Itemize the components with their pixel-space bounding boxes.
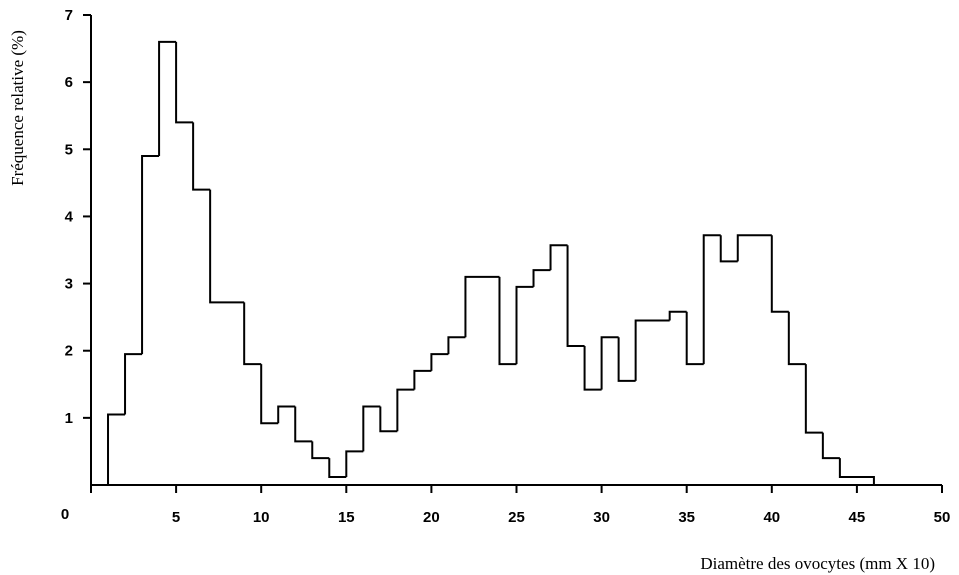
histogram-bar [583, 346, 602, 391]
histogram-bar [804, 364, 823, 434]
histogram-bar [362, 405, 381, 452]
histogram-bar [328, 458, 347, 478]
histogram-bar [736, 234, 772, 262]
histogram-bar [175, 41, 194, 124]
x-tick-label: 30 [593, 509, 610, 526]
x-axis-title: Diamètre des ovocytes (mm X 10) [700, 554, 935, 573]
histogram-bar [192, 122, 211, 191]
y-tick-label: 6 [65, 74, 73, 91]
y-axis-title: Fréquence relative (%) [8, 30, 27, 186]
histogram-bar [787, 311, 806, 366]
histogram-bar [838, 458, 875, 485]
histogram-bar [532, 269, 551, 287]
histogram-bar [498, 276, 517, 366]
histogram-bar [294, 406, 313, 443]
y-tick-label: 4 [65, 208, 74, 225]
histogram-bar [549, 244, 568, 271]
x-tick-label: 15 [338, 509, 355, 526]
histogram-bars [107, 40, 875, 485]
histogram-bar [158, 40, 177, 156]
histogram-bar [413, 369, 432, 390]
y-tick-label: 2 [65, 343, 73, 360]
x-tick-label: 35 [678, 509, 695, 526]
histogram-bar [821, 432, 840, 460]
histogram-bar [515, 285, 534, 365]
histogram-bar [243, 302, 262, 366]
histogram-bar [668, 310, 687, 321]
y-tick-label: 3 [65, 276, 73, 293]
histogram-bar [124, 353, 143, 415]
histogram-bar [770, 235, 789, 313]
x-tick-label: 50 [934, 509, 951, 526]
x-tick-label: 20 [423, 509, 440, 526]
histogram-bar [719, 235, 738, 263]
histogram-bar [209, 189, 245, 304]
y-tick-label: 7 [65, 7, 73, 24]
x-tick-label: 25 [508, 509, 525, 526]
histogram-bar [141, 155, 160, 355]
histogram-bar [345, 450, 364, 477]
histogram-bar [634, 319, 670, 381]
histogram-bar [464, 275, 500, 338]
histogram-bar [566, 245, 585, 348]
x-tick-label: 10 [253, 509, 270, 526]
x-ticks: 0 5 10 15 20 25 30 35 40 45 50 [61, 485, 951, 526]
histogram-bar [311, 441, 330, 460]
histogram-bar [617, 337, 636, 382]
x-tick-label: 45 [849, 509, 866, 526]
y-ticks: 1 2 3 4 5 6 7 [65, 7, 91, 427]
histogram-bar [396, 388, 415, 432]
histogram-bar [702, 234, 721, 365]
histogram-bar [447, 336, 466, 355]
histogram-bar [277, 405, 296, 424]
histogram-bar [107, 413, 126, 485]
y-tick-label: 1 [65, 410, 73, 427]
y-tick-label: 5 [65, 141, 73, 158]
histogram-bar [685, 311, 704, 366]
x-tick-label: 5 [172, 509, 180, 526]
histogram-bar [260, 364, 279, 425]
histogram-bar [430, 353, 449, 371]
axes [90, 15, 942, 486]
histogram-bar [379, 406, 398, 433]
x-tick-label: 40 [763, 509, 780, 526]
histogram-bar [600, 336, 619, 390]
x-tick-label: 0 [61, 506, 69, 523]
